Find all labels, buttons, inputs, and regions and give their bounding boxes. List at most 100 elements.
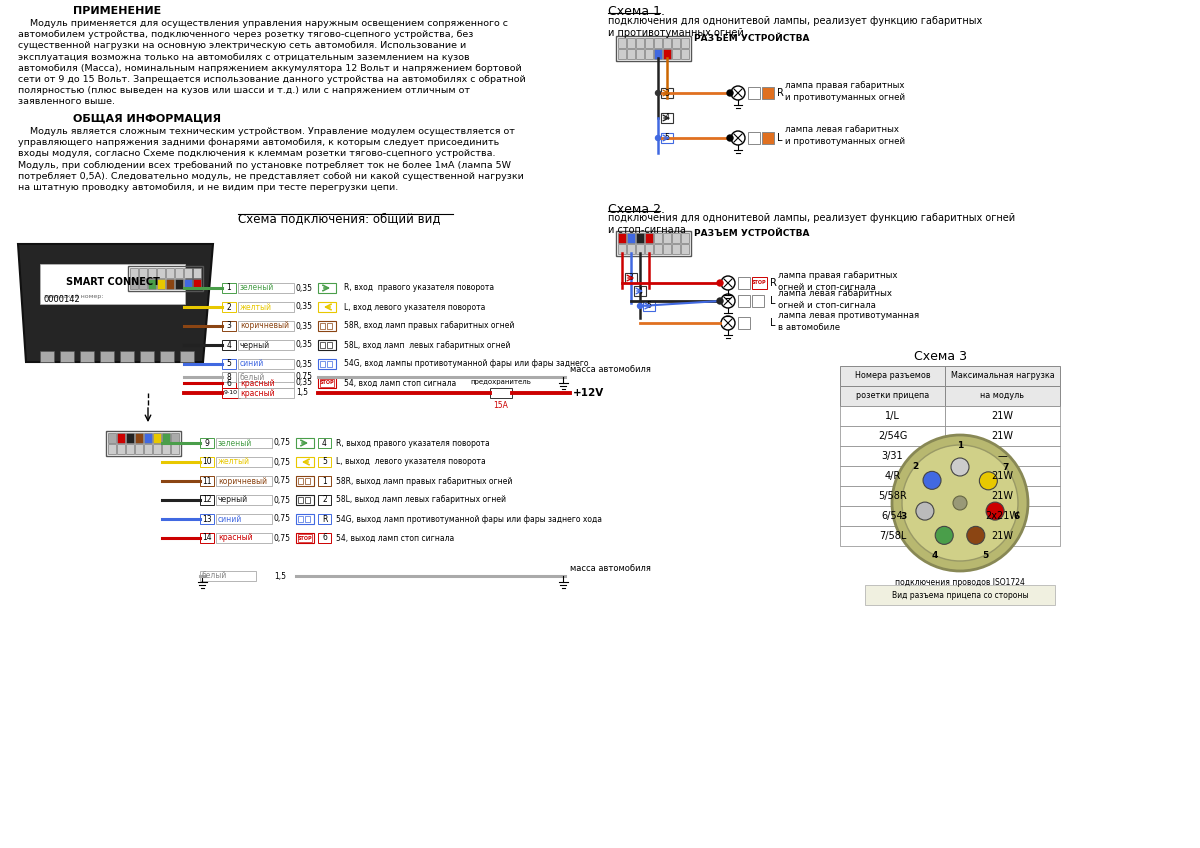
Text: L, выход  левого указателя поворота: L, выход левого указателя поворота bbox=[336, 458, 486, 466]
Bar bbox=[318, 340, 336, 350]
Bar bbox=[166, 268, 174, 278]
Bar bbox=[193, 268, 202, 278]
Bar bbox=[738, 295, 750, 307]
Bar bbox=[318, 359, 336, 369]
Bar bbox=[180, 351, 194, 362]
Bar bbox=[144, 433, 152, 443]
Bar bbox=[636, 49, 644, 59]
Text: 54, вход ламп стоп сигнала: 54, вход ламп стоп сигнала bbox=[344, 378, 456, 388]
Text: 4: 4 bbox=[665, 114, 670, 122]
Circle shape bbox=[935, 527, 953, 544]
Bar bbox=[126, 444, 134, 454]
Text: 0,75: 0,75 bbox=[274, 477, 292, 486]
Text: 5: 5 bbox=[647, 302, 652, 310]
Text: ОБЩАЯ ИНФОРМАЦИЯ: ОБЩАЯ ИНФОРМАЦИЯ bbox=[73, 114, 221, 124]
Bar bbox=[672, 233, 680, 243]
Circle shape bbox=[655, 91, 660, 96]
Circle shape bbox=[721, 316, 734, 330]
Text: 6: 6 bbox=[1013, 511, 1020, 521]
Text: 0,35: 0,35 bbox=[296, 283, 313, 293]
Text: 7: 7 bbox=[1002, 463, 1009, 471]
Bar bbox=[654, 244, 662, 254]
Text: масса автомобиля: масса автомобиля bbox=[570, 564, 650, 573]
Circle shape bbox=[718, 298, 722, 304]
Text: зеленый: зеленый bbox=[218, 438, 252, 448]
Bar bbox=[148, 268, 156, 278]
Bar bbox=[296, 476, 314, 486]
Text: красный: красный bbox=[218, 533, 253, 543]
Bar bbox=[946, 506, 1060, 526]
Text: на штатную проводку автомобиля, и не видим при тесте перегрузки цепи.: на штатную проводку автомобиля, и не вид… bbox=[18, 183, 398, 192]
Bar bbox=[222, 378, 236, 388]
Bar bbox=[296, 514, 314, 524]
Bar bbox=[298, 516, 302, 522]
Text: существенной нагрузки на основную электрическую сеть автомобиля. Использование и: существенной нагрузки на основную электр… bbox=[18, 42, 467, 50]
Bar bbox=[298, 497, 302, 503]
Bar bbox=[305, 516, 310, 522]
Bar bbox=[618, 244, 626, 254]
Bar bbox=[216, 533, 272, 543]
Text: 21W: 21W bbox=[991, 491, 1014, 501]
Bar bbox=[946, 386, 1060, 406]
Bar bbox=[946, 406, 1060, 426]
Bar bbox=[172, 444, 179, 454]
Text: лампа правая габаритных: лампа правая габаритных bbox=[778, 271, 898, 280]
Text: желтый: желтый bbox=[218, 458, 250, 466]
Text: 4: 4 bbox=[931, 550, 937, 560]
Bar bbox=[618, 38, 626, 48]
Text: Модуль, при соблюдении всех требований по установке потребляет ток не более 1мА : Модуль, при соблюдении всех требований п… bbox=[18, 160, 511, 170]
Bar bbox=[618, 233, 626, 243]
Text: автомобиля (Масса), номинальным напряжением аккумулятора 12 Вольт и напряжением : автомобиля (Масса), номинальным напряжен… bbox=[18, 64, 522, 73]
Text: 2: 2 bbox=[912, 462, 918, 471]
Circle shape bbox=[637, 304, 642, 309]
Bar bbox=[672, 38, 680, 48]
Bar bbox=[840, 386, 946, 406]
Text: 1: 1 bbox=[322, 477, 326, 486]
Text: R, вход  правого указателя поворота: R, вход правого указателя поворота bbox=[344, 283, 494, 293]
Bar bbox=[126, 433, 134, 443]
Circle shape bbox=[986, 502, 1004, 520]
Bar bbox=[118, 444, 125, 454]
Bar bbox=[108, 433, 116, 443]
Text: 1: 1 bbox=[956, 440, 964, 449]
Text: входы модуля, согласно Схеме подключения к клеммам розетки тягово-сцепного устро: входы модуля, согласно Схеме подключения… bbox=[18, 149, 496, 159]
Bar bbox=[643, 301, 655, 311]
Circle shape bbox=[953, 496, 967, 510]
Text: коричневый: коричневый bbox=[240, 321, 289, 331]
Text: STOP: STOP bbox=[298, 535, 312, 540]
Bar bbox=[130, 268, 138, 278]
Bar bbox=[238, 359, 294, 369]
Circle shape bbox=[731, 131, 745, 145]
Circle shape bbox=[979, 471, 997, 490]
Bar bbox=[130, 279, 138, 289]
Text: красный: красный bbox=[240, 378, 275, 388]
Polygon shape bbox=[18, 244, 214, 362]
Bar bbox=[305, 478, 310, 484]
Bar bbox=[840, 526, 946, 546]
Bar bbox=[172, 433, 179, 443]
Bar bbox=[946, 466, 1060, 486]
Bar bbox=[682, 49, 689, 59]
Text: подключения проводов ISO1724: подключения проводов ISO1724 bbox=[895, 578, 1025, 587]
Text: 3/31: 3/31 bbox=[882, 451, 904, 461]
Bar bbox=[157, 268, 166, 278]
Bar bbox=[318, 283, 336, 293]
Bar bbox=[320, 379, 334, 387]
Bar bbox=[200, 514, 214, 524]
Bar bbox=[318, 457, 331, 467]
Bar bbox=[60, 351, 74, 362]
Bar bbox=[238, 302, 294, 312]
Bar bbox=[946, 526, 1060, 546]
Text: 54G, вход лампы противотуманной фары или фары заднего: 54G, вход лампы противотуманной фары или… bbox=[344, 360, 588, 369]
Text: РАЗЪЕМ УСТРОЙСТВА: РАЗЪЕМ УСТРОЙСТВА bbox=[694, 34, 810, 43]
Bar bbox=[128, 266, 203, 291]
Bar bbox=[946, 486, 1060, 506]
Bar bbox=[118, 433, 125, 443]
Bar bbox=[661, 133, 673, 143]
Text: 0,35: 0,35 bbox=[296, 360, 313, 369]
Bar bbox=[326, 323, 332, 329]
Text: подключения для однонитевой лампы, реализует функцию габаритных огней: подключения для однонитевой лампы, реали… bbox=[608, 213, 1015, 223]
Bar bbox=[662, 233, 671, 243]
Bar bbox=[662, 49, 671, 59]
Text: —: — bbox=[997, 451, 1007, 461]
